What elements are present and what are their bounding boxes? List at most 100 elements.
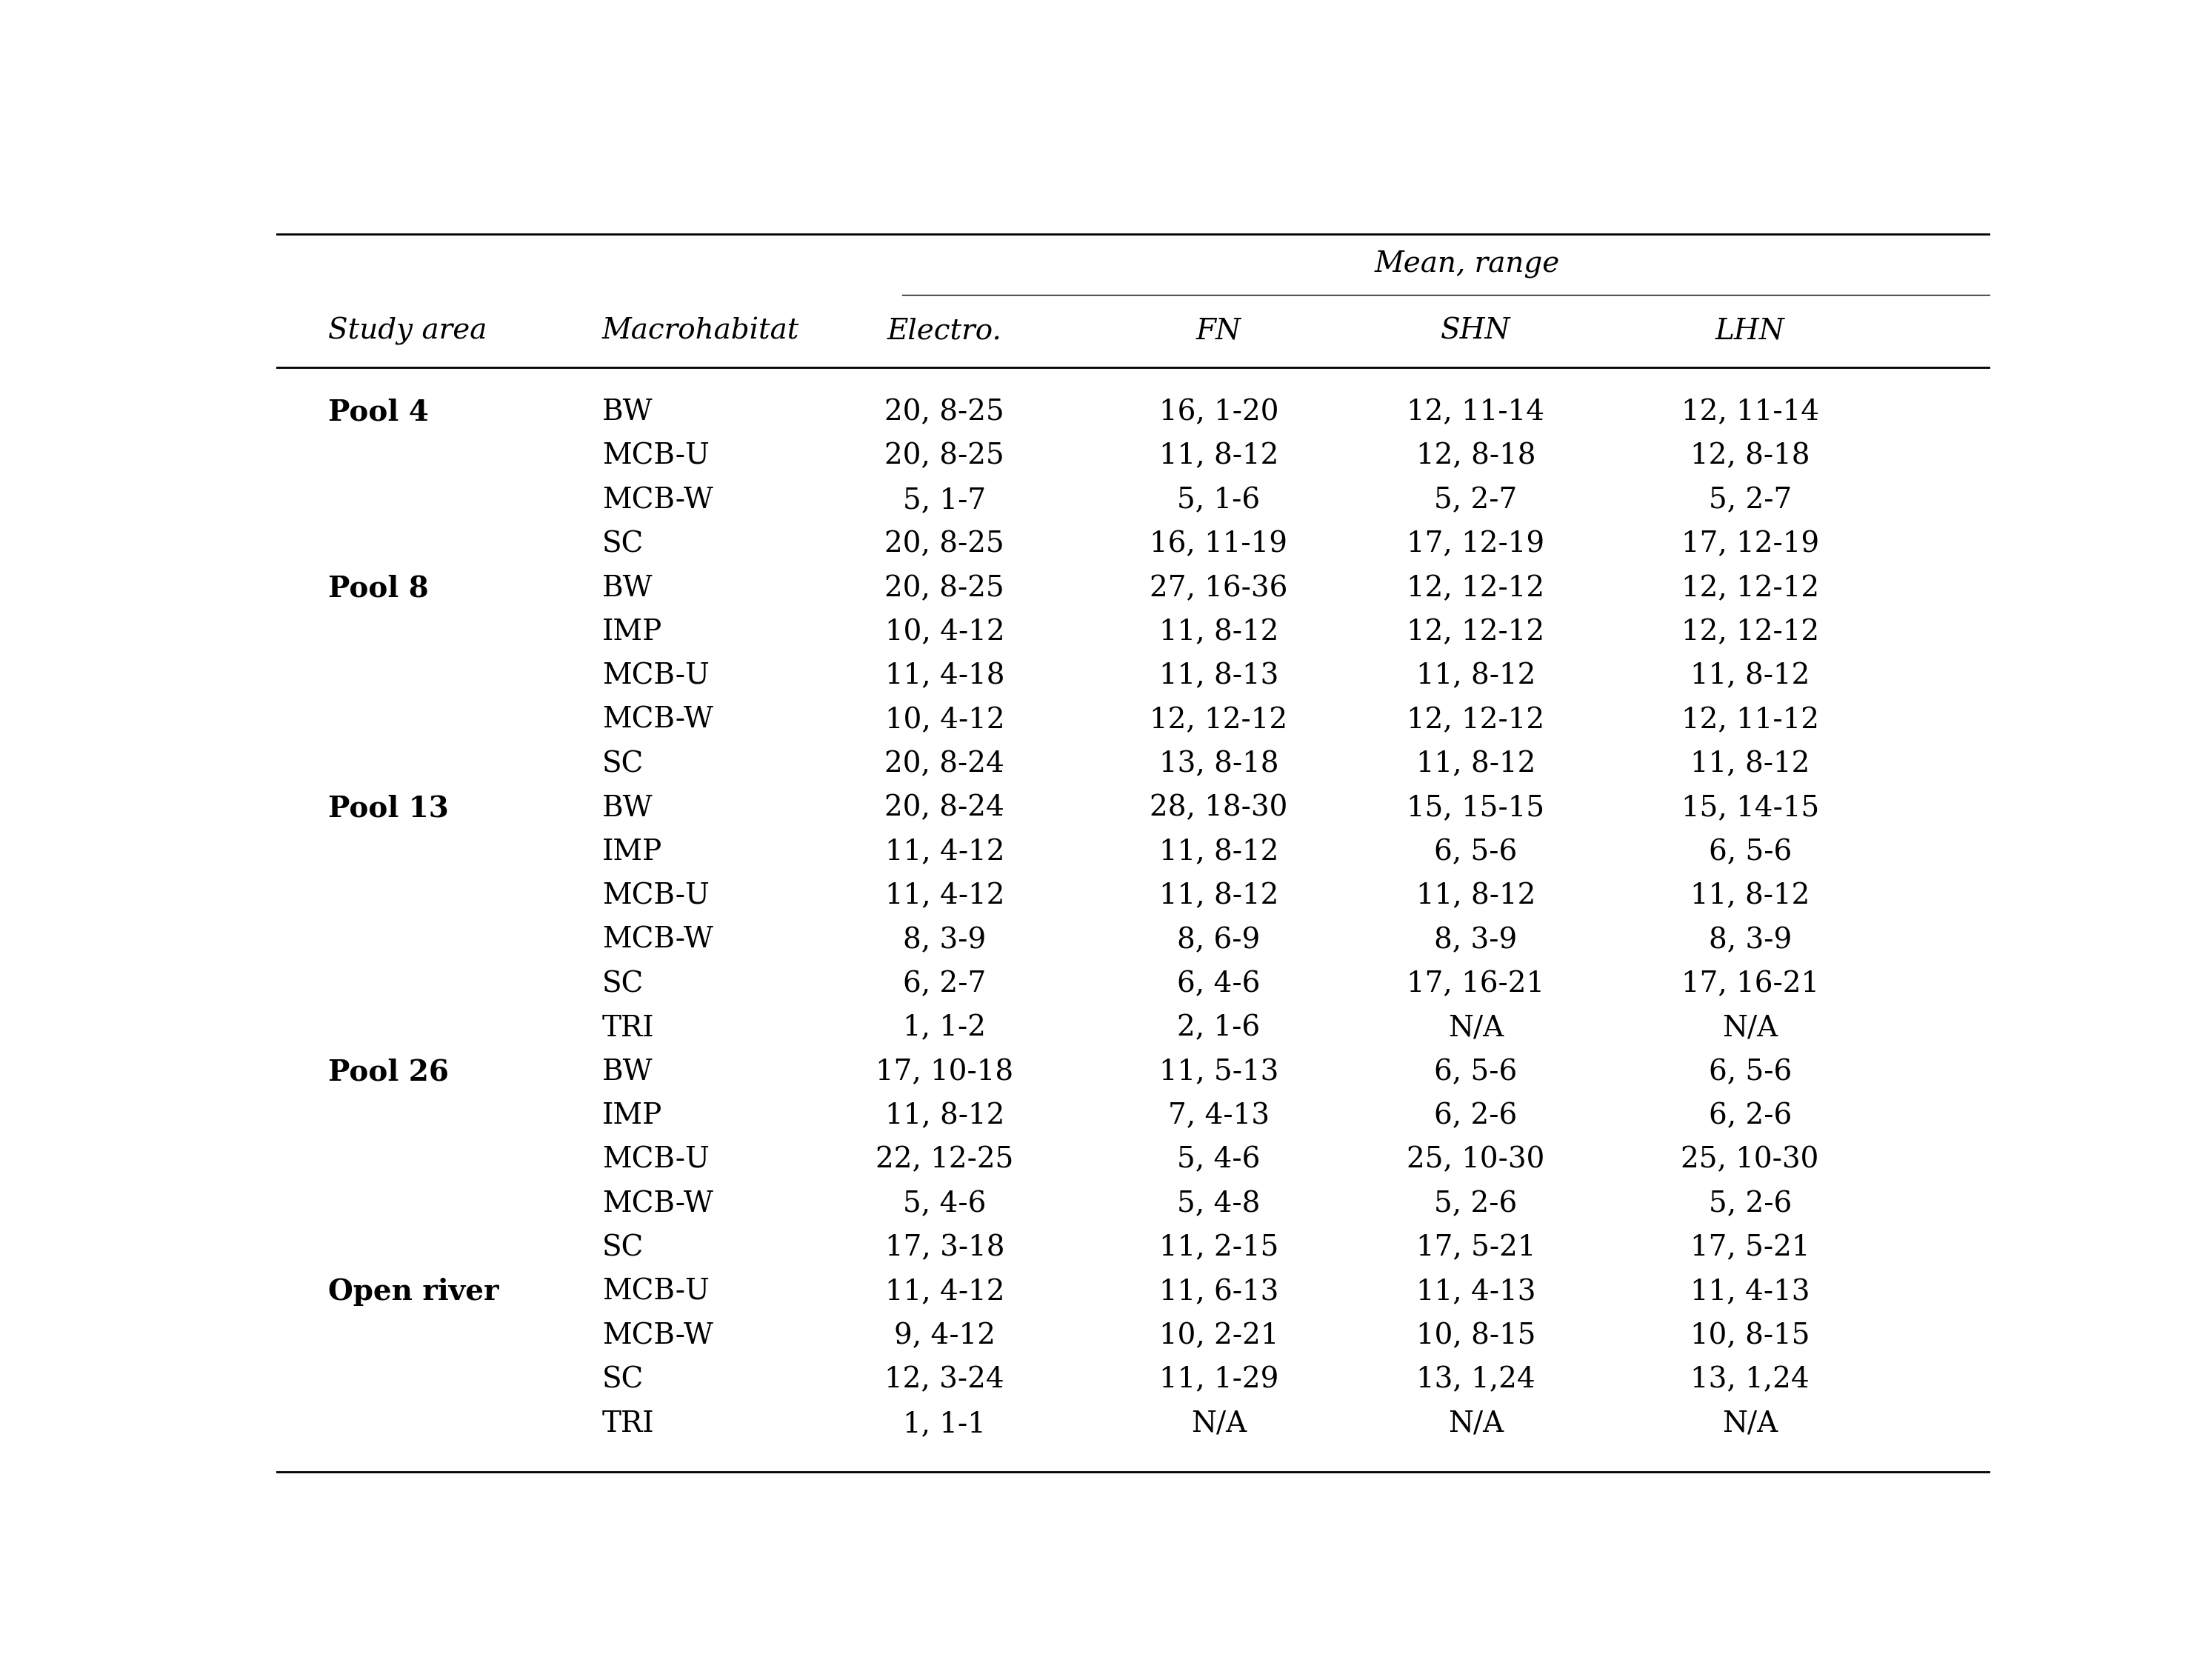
Text: 12, 12-12: 12, 12-12 [1680, 575, 1820, 601]
Text: BW: BW [601, 1058, 652, 1085]
Text: 8, 6-9: 8, 6-9 [1176, 927, 1260, 954]
Text: 6, 2-7: 6, 2-7 [902, 971, 986, 998]
Text: 17, 10-18: 17, 10-18 [876, 1058, 1013, 1085]
Text: 25, 10-30: 25, 10-30 [1406, 1146, 1545, 1174]
Text: N/A: N/A [1192, 1410, 1247, 1438]
Text: 11, 6-13: 11, 6-13 [1159, 1278, 1278, 1305]
Text: BW: BW [601, 795, 652, 822]
Text: 5, 2-7: 5, 2-7 [1709, 487, 1791, 514]
Text: 17, 16-21: 17, 16-21 [1680, 971, 1820, 998]
Text: 2, 1-6: 2, 1-6 [1176, 1015, 1260, 1042]
Text: 8, 3-9: 8, 3-9 [902, 927, 986, 954]
Text: LHN: LHN [1716, 318, 1784, 344]
Text: 13, 8-18: 13, 8-18 [1159, 751, 1278, 778]
Text: 8, 3-9: 8, 3-9 [1709, 927, 1791, 954]
Text: 15, 15-15: 15, 15-15 [1406, 795, 1545, 822]
Text: FN: FN [1196, 318, 1240, 344]
Text: 5, 1-7: 5, 1-7 [902, 487, 986, 514]
Text: 11, 8-13: 11, 8-13 [1159, 662, 1278, 690]
Text: Pool 4: Pool 4 [327, 398, 429, 427]
Text: 5, 1-6: 5, 1-6 [1176, 487, 1260, 514]
Text: BW: BW [601, 575, 652, 601]
Text: 1, 1-1: 1, 1-1 [904, 1410, 986, 1438]
Text: 12, 11-14: 12, 11-14 [1680, 398, 1820, 427]
Text: IMP: IMP [601, 618, 661, 647]
Text: 11, 8-12: 11, 8-12 [1689, 662, 1811, 690]
Text: 25, 10-30: 25, 10-30 [1680, 1146, 1820, 1174]
Text: 17, 12-19: 17, 12-19 [1680, 531, 1820, 558]
Text: N/A: N/A [1722, 1410, 1778, 1438]
Text: IMP: IMP [601, 1102, 661, 1131]
Text: SC: SC [601, 1235, 643, 1262]
Text: 27, 16-36: 27, 16-36 [1150, 575, 1287, 601]
Text: 12, 8-18: 12, 8-18 [1689, 444, 1811, 470]
Text: 6, 5-6: 6, 5-6 [1435, 838, 1517, 865]
Text: Study area: Study area [327, 318, 486, 344]
Text: 10, 8-15: 10, 8-15 [1689, 1322, 1811, 1349]
Text: 11, 4-13: 11, 4-13 [1415, 1278, 1537, 1305]
Text: MCB-U: MCB-U [601, 882, 710, 911]
Text: Pool 26: Pool 26 [327, 1058, 449, 1087]
Text: 11, 8-12: 11, 8-12 [1689, 751, 1811, 778]
Text: 11, 4-18: 11, 4-18 [884, 662, 1004, 690]
Text: 17, 12-19: 17, 12-19 [1406, 531, 1545, 558]
Text: SC: SC [601, 971, 643, 998]
Text: 12, 12-12: 12, 12-12 [1406, 618, 1545, 647]
Text: SC: SC [601, 1366, 643, 1394]
Text: MCB-W: MCB-W [601, 1191, 712, 1218]
Text: 20, 8-25: 20, 8-25 [884, 444, 1004, 470]
Text: 5, 2-6: 5, 2-6 [1435, 1191, 1517, 1218]
Text: 11, 8-12: 11, 8-12 [1159, 882, 1278, 911]
Text: 20, 8-24: 20, 8-24 [884, 795, 1004, 822]
Text: SC: SC [601, 531, 643, 558]
Text: 11, 8-12: 11, 8-12 [1159, 444, 1278, 470]
Text: 11, 8-12: 11, 8-12 [1415, 751, 1537, 778]
Text: MCB-U: MCB-U [601, 1146, 710, 1174]
Text: 7, 4-13: 7, 4-13 [1167, 1102, 1269, 1131]
Text: MCB-U: MCB-U [601, 444, 710, 470]
Text: BW: BW [601, 398, 652, 427]
Text: 11, 4-12: 11, 4-12 [884, 882, 1004, 911]
Text: 20, 8-24: 20, 8-24 [884, 751, 1004, 778]
Text: 12, 12-12: 12, 12-12 [1680, 618, 1820, 647]
Text: TRI: TRI [601, 1015, 654, 1042]
Text: 10, 4-12: 10, 4-12 [884, 618, 1004, 647]
Text: 13, 1,24: 13, 1,24 [1691, 1366, 1809, 1394]
Text: 15, 14-15: 15, 14-15 [1680, 795, 1820, 822]
Text: 11, 8-12: 11, 8-12 [1159, 838, 1278, 865]
Text: 5, 2-7: 5, 2-7 [1435, 487, 1517, 514]
Text: MCB-U: MCB-U [601, 1278, 710, 1305]
Text: 12, 12-12: 12, 12-12 [1150, 707, 1287, 734]
Text: 11, 4-12: 11, 4-12 [884, 1278, 1004, 1305]
Text: 17, 5-21: 17, 5-21 [1689, 1235, 1811, 1262]
Text: 5, 4-6: 5, 4-6 [902, 1191, 986, 1218]
Text: 17, 16-21: 17, 16-21 [1406, 971, 1545, 998]
Text: IMP: IMP [601, 838, 661, 865]
Text: 11, 8-12: 11, 8-12 [1415, 662, 1537, 690]
Text: 6, 2-6: 6, 2-6 [1435, 1102, 1517, 1131]
Text: 11, 8-12: 11, 8-12 [1689, 882, 1811, 911]
Text: Pool 8: Pool 8 [327, 575, 429, 603]
Text: 17, 3-18: 17, 3-18 [884, 1235, 1004, 1262]
Text: 22, 12-25: 22, 12-25 [876, 1146, 1013, 1174]
Text: 6, 5-6: 6, 5-6 [1709, 838, 1791, 865]
Text: 9, 4-12: 9, 4-12 [893, 1322, 995, 1349]
Text: 16, 11-19: 16, 11-19 [1150, 531, 1287, 558]
Text: TRI: TRI [601, 1410, 654, 1438]
Text: Macrohabitat: Macrohabitat [601, 318, 798, 344]
Text: 11, 1-29: 11, 1-29 [1159, 1366, 1278, 1394]
Text: 12, 11-14: 12, 11-14 [1406, 398, 1545, 427]
Text: 11, 8-12: 11, 8-12 [1415, 882, 1537, 911]
Text: 1, 1-2: 1, 1-2 [902, 1015, 986, 1042]
Text: 11, 2-15: 11, 2-15 [1159, 1235, 1278, 1262]
Text: 5, 4-6: 5, 4-6 [1176, 1146, 1260, 1174]
Text: Open river: Open river [327, 1278, 497, 1305]
Text: N/A: N/A [1448, 1410, 1503, 1438]
Text: MCB-W: MCB-W [601, 487, 712, 514]
Text: 17, 5-21: 17, 5-21 [1415, 1235, 1537, 1262]
Text: MCB-W: MCB-W [601, 707, 712, 734]
Text: SC: SC [601, 751, 643, 778]
Text: SHN: SHN [1442, 318, 1510, 344]
Text: 5, 2-6: 5, 2-6 [1709, 1191, 1791, 1218]
Text: 12, 11-12: 12, 11-12 [1680, 707, 1820, 734]
